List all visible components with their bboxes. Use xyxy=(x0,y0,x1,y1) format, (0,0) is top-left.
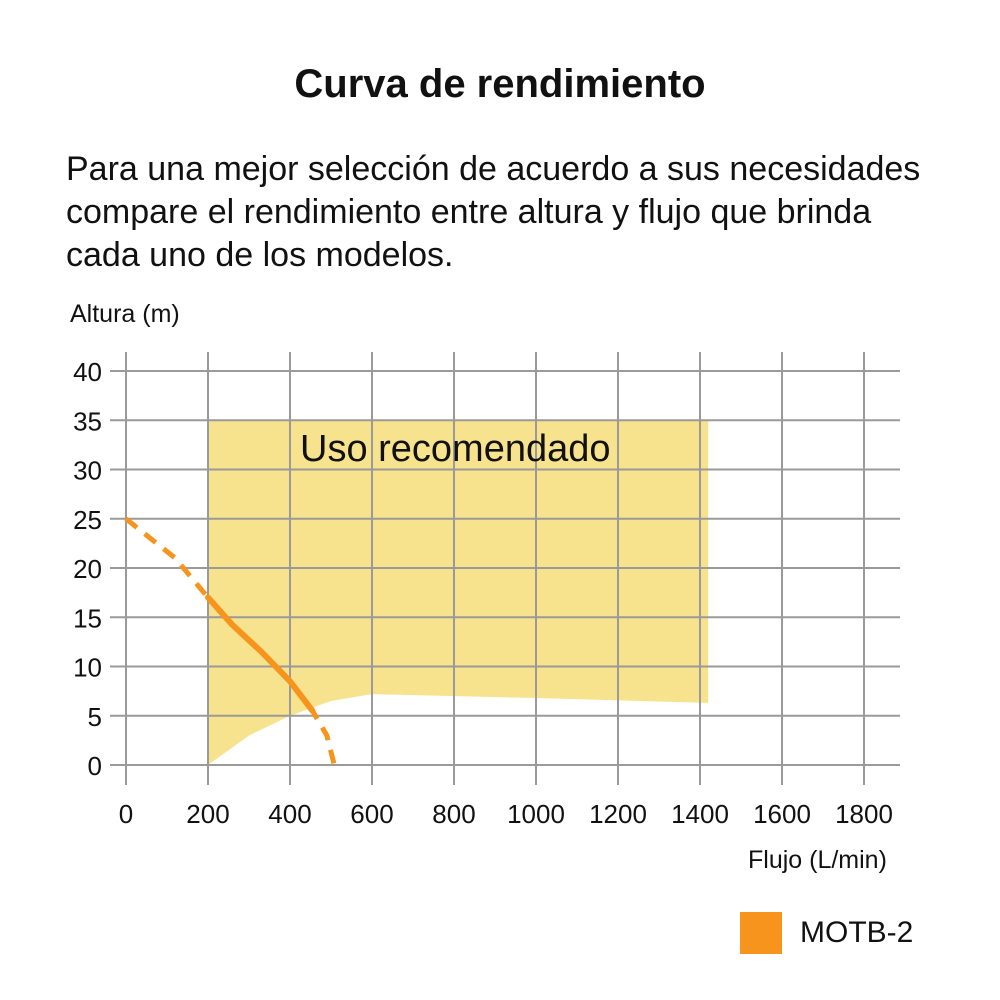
x-tick-label-8: 1600 xyxy=(753,799,811,829)
x-tick-label-3: 600 xyxy=(350,799,393,829)
x-tick-label-2: 400 xyxy=(268,799,311,829)
recommended-use-label: Uso recomendado xyxy=(300,428,611,470)
motb-2-curve-dashed xyxy=(124,516,337,766)
y-tick-label-8: 40 xyxy=(73,357,102,387)
x-tick-label-9: 1800 xyxy=(835,799,893,829)
legend-swatch-motb-2 xyxy=(740,912,782,954)
y-tick-label-2: 10 xyxy=(73,653,102,683)
x-tick-label-4: 800 xyxy=(432,799,475,829)
y-tick-label-3: 15 xyxy=(73,603,102,633)
y-tick-label-6: 30 xyxy=(73,456,102,486)
recommended-use-region xyxy=(208,420,709,765)
description-line-3: cada uno de los modelos. xyxy=(66,236,454,274)
legend: MOTB-2 xyxy=(740,912,913,954)
y-tick-label-7: 35 xyxy=(73,406,102,436)
description-line-2: compare el rendimiento entre altura y fl… xyxy=(66,193,872,231)
y-tick-label-5: 25 xyxy=(73,505,102,535)
description-line-1: Para una mejor selección de acuerdo a su… xyxy=(66,150,921,188)
chart-description: Para una mejor selección de acuerdo a su… xyxy=(66,148,946,277)
x-tick-label-5: 1000 xyxy=(507,799,565,829)
x-tick-label-1: 200 xyxy=(186,799,229,829)
x-tick-label-0: 0 xyxy=(119,799,133,829)
y-tick-label-0: 0 xyxy=(88,751,102,781)
y-tick-label-4: 20 xyxy=(73,554,102,584)
chart-title: Curva de rendimiento xyxy=(294,62,706,106)
legend-label-motb-2: MOTB-2 xyxy=(800,916,914,949)
x-tick-label-7: 1400 xyxy=(671,799,729,829)
x-axis-label: Flujo (L/min) xyxy=(748,846,887,874)
y-tick-label-1: 5 xyxy=(88,702,102,732)
x-tick-label-6: 1200 xyxy=(589,799,647,829)
y-axis-label: Altura (m) xyxy=(70,300,180,328)
